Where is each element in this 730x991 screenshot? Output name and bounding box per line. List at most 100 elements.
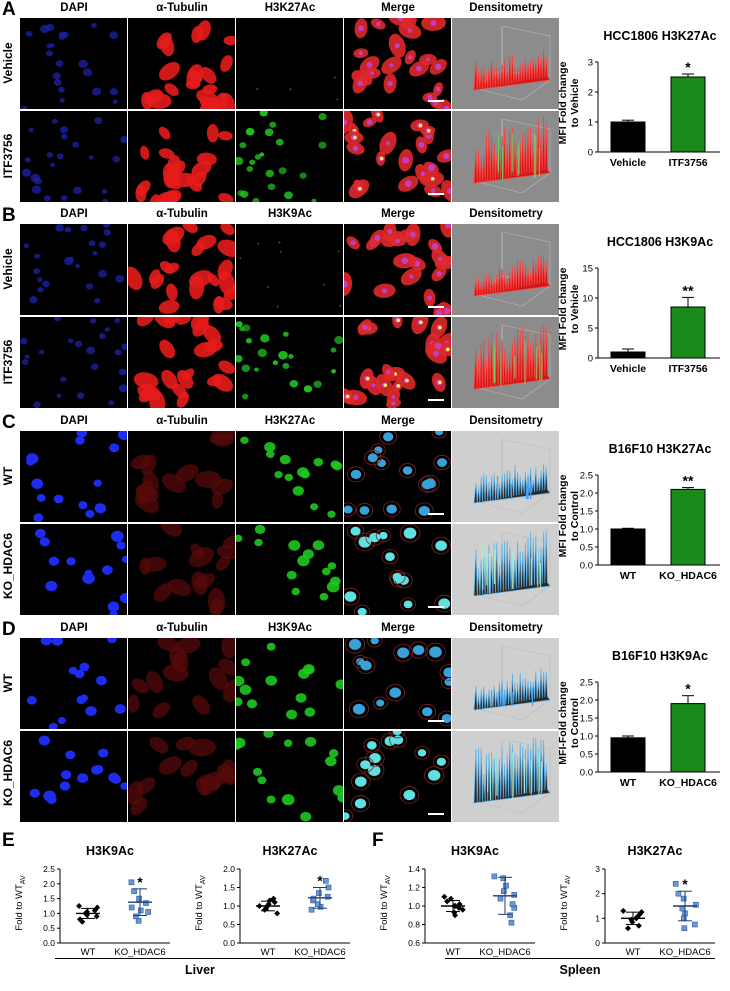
- group-line-liver: [55, 958, 345, 959]
- tubulin-cell: [146, 93, 172, 109]
- micrograph: [452, 638, 559, 729]
- merge-cell: [433, 454, 451, 471]
- nucleus: [89, 317, 97, 324]
- micrograph: [344, 431, 451, 522]
- tubulin-cell: [208, 667, 229, 691]
- group-label-liver: Liver: [185, 963, 215, 977]
- acetyl-signal: [334, 336, 343, 345]
- nucleus: [23, 243, 30, 249]
- merge-nucleus: [429, 646, 442, 658]
- y-tick-label: 1.5: [43, 894, 55, 904]
- tubulin-cell: [217, 239, 235, 257]
- merge-cell: [400, 597, 416, 612]
- nucleus: [50, 162, 56, 167]
- tile-background: [236, 224, 343, 315]
- acetyl-signal: [330, 347, 337, 353]
- tubulin-cell: [166, 283, 178, 301]
- merge-signal: [353, 135, 357, 140]
- acetylation-image: [236, 18, 343, 109]
- merge-nucleus: [413, 645, 425, 656]
- tubulin-cell: [162, 226, 185, 246]
- merge-nucleus: [374, 234, 381, 241]
- acetyl-signal: [304, 707, 316, 717]
- tubulin-cell: [175, 736, 195, 751]
- micrograph: [344, 638, 451, 729]
- nucleus: [53, 79, 62, 86]
- scatter-chart-svg: H3K27Ac Fold to WTAV 0 1 2 3 WT KO_HDAC6 *: [559, 844, 715, 958]
- merge-nucleus: [408, 55, 413, 60]
- merge-nucleus: [427, 295, 432, 301]
- acetyl-signal: [245, 338, 252, 344]
- nucleus: [56, 153, 64, 160]
- tubulin-cell: [138, 386, 156, 403]
- nucleus: [53, 317, 62, 322]
- merge-nucleus: [359, 506, 370, 515]
- y-tick-label: 1.0: [223, 901, 235, 911]
- y-axis-label: Fold to WTAV: [379, 875, 392, 931]
- nucleus: [55, 60, 64, 67]
- nucleus: [46, 43, 53, 49]
- nucleus: [74, 340, 83, 348]
- micrograph: [452, 224, 559, 315]
- acetyl-signal: [337, 792, 343, 803]
- micrograph: [236, 18, 343, 109]
- densitometry-plot: [473, 115, 551, 194]
- densitometry-plot: [473, 645, 551, 721]
- y-tick-label: 0.5: [223, 920, 235, 930]
- merge-nucleus: [416, 65, 422, 72]
- tile-background: [20, 317, 127, 408]
- tubulin-cell: [211, 491, 223, 509]
- merge-nucleus: [357, 607, 367, 615]
- merge-nucleus: [392, 572, 402, 582]
- merge-nucleus: [354, 776, 367, 787]
- micrograph: [236, 638, 343, 729]
- nucleus: [119, 592, 127, 604]
- nucleus: [66, 557, 76, 566]
- merge-image: [344, 317, 451, 408]
- data-point: [509, 901, 516, 907]
- merge-nucleus: [381, 288, 388, 294]
- acetyl-signal: [240, 190, 249, 198]
- tubulin-cell: [188, 270, 213, 288]
- acetyl-signal: [266, 285, 269, 288]
- acetyl-signal: [236, 740, 242, 750]
- column-header: DAPI: [60, 622, 88, 634]
- tubulin-cell: [209, 597, 224, 615]
- tubulin-cell: [223, 285, 235, 301]
- x-tick-label: KO_HDAC6: [114, 947, 165, 958]
- row-label: Vehicle: [1, 42, 15, 84]
- acetyl-signal: [241, 658, 251, 667]
- densitometry-image: [452, 317, 559, 408]
- column-header: H3K27Ac: [264, 415, 316, 427]
- nucleus: [38, 735, 51, 746]
- nucleus: [43, 195, 51, 202]
- tubulin-cell: [202, 84, 218, 95]
- nucleus: [48, 556, 60, 566]
- bar-chart-svg: B16F10 H3K9Ac MFI-Fold change to Control 0.…: [557, 649, 720, 789]
- scatter-chart: H3K9Ac Fold to WTAV 0.6 0.8 1.0 1.2 1.4 WT KO_HD…: [375, 843, 547, 963]
- nucleus: [102, 198, 109, 202]
- data-point: [131, 888, 137, 895]
- merge-nucleus: [418, 505, 430, 516]
- acetyl-signal: [282, 362, 290, 369]
- data-point: [503, 882, 509, 889]
- acetyl-signal: [319, 592, 329, 601]
- data-point: [310, 895, 317, 902]
- densitometry-image: [452, 524, 559, 615]
- y-axis-label: to Control: [569, 491, 581, 541]
- y-tick-label: 0.5: [580, 750, 593, 761]
- nucleus: [48, 722, 58, 729]
- acetyl-signal: [259, 111, 268, 117]
- acetyl-signal: [289, 380, 299, 388]
- merge-nucleus: [443, 667, 451, 678]
- acetyl-signal: [283, 739, 293, 747]
- nucleus: [116, 541, 126, 550]
- densitometry-plot: [473, 529, 551, 607]
- merge-nucleus: [435, 540, 447, 551]
- merge-signal: [438, 380, 442, 385]
- tubulin-cell: [152, 702, 171, 719]
- merge-nucleus: [422, 707, 433, 717]
- tubulin-cell: [158, 756, 182, 775]
- densitometry-image: [452, 638, 559, 729]
- data-point: [128, 904, 135, 911]
